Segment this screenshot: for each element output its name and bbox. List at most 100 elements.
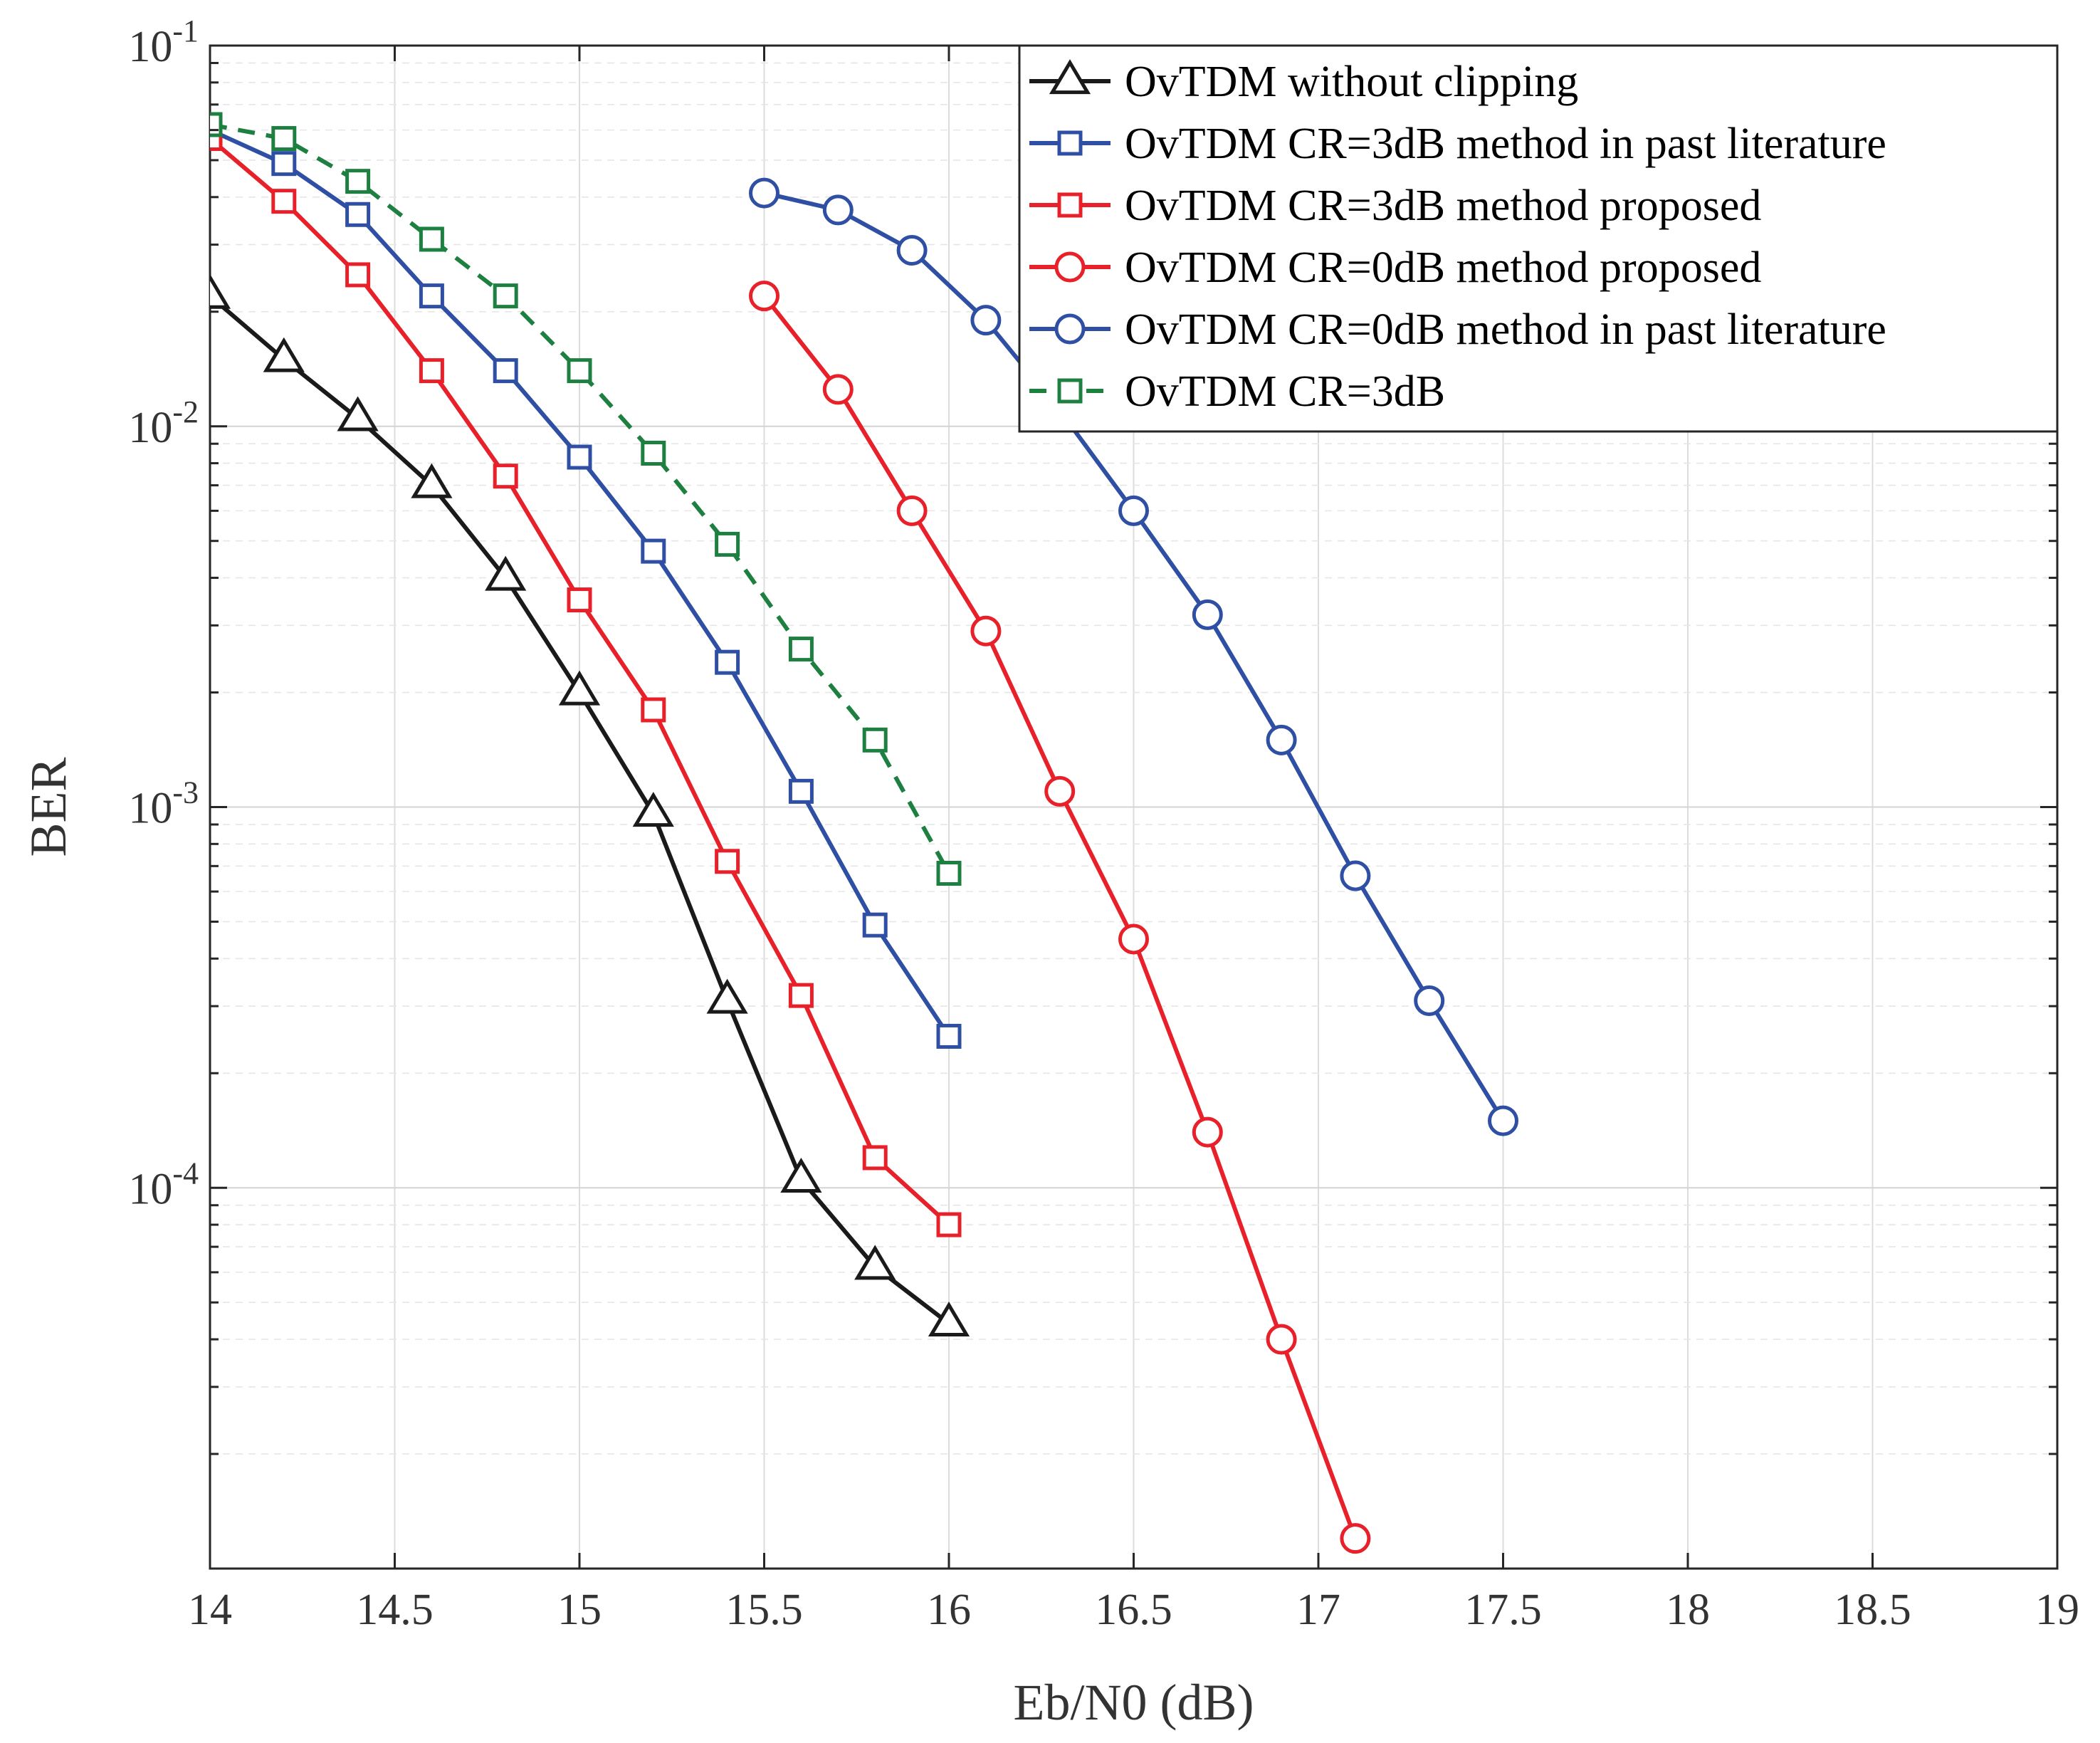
data-point xyxy=(271,151,297,177)
legend-label: OvTDM CR=0dB method proposed xyxy=(1125,244,1761,292)
data-point xyxy=(1192,599,1223,630)
y-axis-title: BER xyxy=(20,757,77,857)
legend-marker xyxy=(1054,251,1086,283)
data-point xyxy=(1192,1116,1223,1148)
data-point xyxy=(567,444,592,470)
data-point xyxy=(1340,1523,1371,1554)
data-point xyxy=(1266,724,1297,755)
data-point xyxy=(558,670,601,706)
data-point xyxy=(1118,923,1149,955)
legend: OvTDM without clipping OvTDM CR=3dB metho… xyxy=(1018,44,2059,433)
data-point xyxy=(715,649,740,675)
data-point xyxy=(715,531,740,557)
x-axis-title: Eb/N0 (dB) xyxy=(1014,1674,1254,1731)
data-point xyxy=(345,169,371,194)
data-point xyxy=(493,464,518,489)
data-point xyxy=(493,358,518,384)
data-point xyxy=(210,273,231,309)
legend-label: OvTDM CR=3dB method proposed xyxy=(1125,182,1761,230)
axis-ticks: 14 14.5 15 15.5 16 16.5 17 17.5 18 18.5 19 10-1 10-2… xyxy=(128,14,2079,1634)
data-point xyxy=(485,555,527,591)
data-point xyxy=(970,615,1002,647)
data-point xyxy=(928,1302,970,1337)
legend-label: OvTDM CR=3dB method in past literature xyxy=(1125,120,1886,168)
data-point xyxy=(345,201,371,227)
data-point xyxy=(1266,1324,1297,1355)
legend-marker xyxy=(1057,378,1083,404)
data-point xyxy=(715,849,740,874)
legend-label: OvTDM CR=0dB method in past literature xyxy=(1125,305,1886,354)
data-point xyxy=(641,440,666,466)
data-point xyxy=(263,337,305,372)
data-point xyxy=(271,126,297,152)
data-point xyxy=(780,1158,822,1193)
data-point xyxy=(493,283,518,309)
data-point xyxy=(822,374,854,405)
plot-area xyxy=(210,112,1518,1554)
series-5 xyxy=(210,112,962,886)
legend-marker xyxy=(1057,192,1083,218)
legend-entry: OvTDM CR=0dB method proposed xyxy=(1029,244,1761,292)
data-point xyxy=(896,234,928,266)
data-point xyxy=(1044,775,1076,807)
data-point xyxy=(749,177,779,209)
legend-marker xyxy=(1054,313,1086,345)
x-tick-label: 16.5 xyxy=(1095,1586,1172,1634)
data-point xyxy=(345,262,371,288)
data-point xyxy=(788,778,814,804)
x-tick-label: 18 xyxy=(1666,1586,1710,1634)
legend-entry: OvTDM CR=3dB xyxy=(1029,367,1445,416)
data-point xyxy=(970,305,1002,336)
x-tick-label: 18.5 xyxy=(1834,1586,1911,1634)
x-tick-label: 14.5 xyxy=(356,1586,434,1634)
legend-entry: OvTDM CR=0dB method in past literature xyxy=(1029,305,1886,354)
data-point xyxy=(419,283,444,309)
data-point xyxy=(271,189,297,214)
data-point xyxy=(1414,985,1445,1016)
y-tick-label: 10-4 xyxy=(128,1156,199,1213)
data-point xyxy=(1118,495,1149,526)
x-tick-label: 14 xyxy=(188,1586,232,1634)
legend-marker xyxy=(1049,59,1091,95)
data-point xyxy=(641,697,666,723)
y-tick-label: 10-2 xyxy=(128,394,199,452)
data-point xyxy=(567,358,592,384)
data-point xyxy=(749,281,779,312)
y-tick-label: 10-3 xyxy=(128,775,199,833)
data-point xyxy=(862,727,888,753)
data-point xyxy=(1488,1105,1518,1136)
data-point xyxy=(854,1245,896,1280)
legend-label: OvTDM without clipping xyxy=(1125,58,1578,106)
data-point xyxy=(788,983,814,1008)
data-point xyxy=(337,396,379,431)
y-tick-label: 10-1 xyxy=(128,14,199,71)
series-2 xyxy=(210,126,962,1237)
data-point xyxy=(936,861,962,886)
x-tick-label: 15.5 xyxy=(725,1586,803,1634)
series-0 xyxy=(210,273,970,1337)
data-point xyxy=(419,226,444,252)
data-point xyxy=(788,637,814,662)
x-tick-label: 19 xyxy=(2035,1586,2079,1634)
legend-label: OvTDM CR=3dB xyxy=(1125,367,1445,416)
data-point xyxy=(822,194,854,226)
data-point xyxy=(706,978,748,1014)
data-point xyxy=(632,792,674,827)
data-point xyxy=(896,495,928,526)
data-point xyxy=(936,1023,962,1049)
data-point xyxy=(419,358,444,384)
data-point xyxy=(1340,860,1371,891)
x-tick-label: 17 xyxy=(1296,1586,1340,1634)
x-tick-label: 17.5 xyxy=(1464,1586,1542,1634)
legend-box xyxy=(1018,44,2059,433)
legend-entry: OvTDM without clipping xyxy=(1029,58,1578,106)
data-point xyxy=(641,538,666,564)
x-tick-label: 16 xyxy=(927,1586,971,1634)
series-3 xyxy=(749,281,1371,1554)
series-4 xyxy=(749,177,1518,1136)
data-point xyxy=(567,587,592,613)
x-tick-label: 15 xyxy=(557,1586,602,1634)
data-point xyxy=(411,463,453,498)
legend-entry: OvTDM CR=3dB method proposed xyxy=(1029,182,1761,230)
